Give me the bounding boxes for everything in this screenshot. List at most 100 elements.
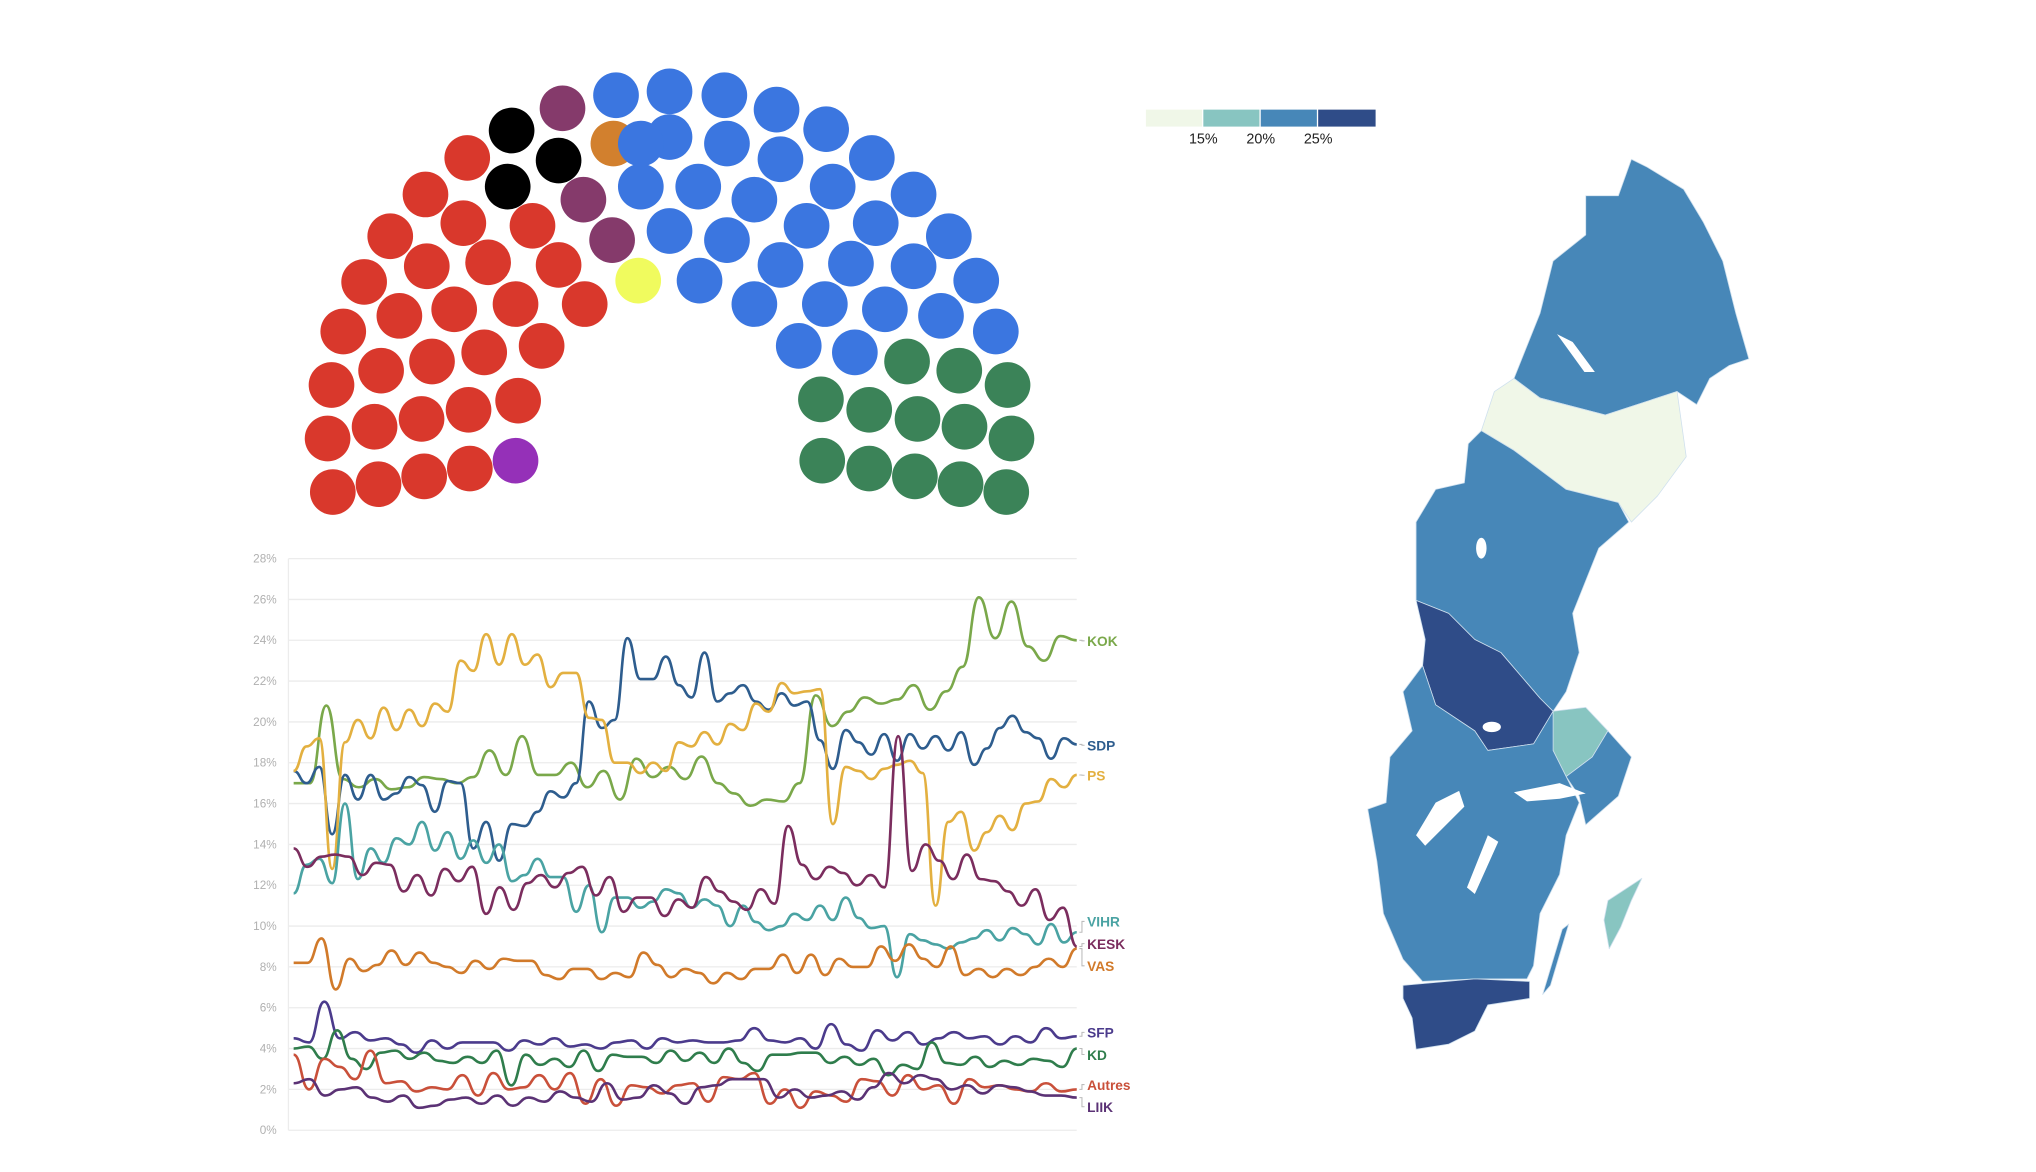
seat-red[interactable] bbox=[409, 338, 455, 385]
seat-blue[interactable] bbox=[731, 176, 778, 223]
seat-red[interactable] bbox=[447, 445, 493, 492]
seat-red[interactable] bbox=[358, 347, 404, 394]
series-line-vihr[interactable] bbox=[293, 802, 1077, 979]
seat-blue[interactable] bbox=[775, 323, 822, 369]
seat-blue[interactable] bbox=[848, 135, 895, 181]
map-region-norrbotten[interactable] bbox=[1513, 158, 1750, 416]
series-line-sfp[interactable] bbox=[293, 1000, 1077, 1055]
seat-blue[interactable] bbox=[925, 213, 972, 260]
seat-green[interactable] bbox=[937, 461, 984, 508]
seat-red[interactable] bbox=[401, 453, 448, 500]
seat-red[interactable] bbox=[304, 415, 351, 462]
seat-blue[interactable] bbox=[704, 120, 750, 167]
seat-blue[interactable] bbox=[753, 86, 800, 133]
seat-blue[interactable] bbox=[890, 243, 937, 290]
seat-blue[interactable] bbox=[593, 72, 639, 119]
seat-blue[interactable] bbox=[757, 136, 804, 183]
seat-green[interactable] bbox=[988, 415, 1035, 462]
seat-violet[interactable] bbox=[492, 437, 539, 484]
seat-green[interactable] bbox=[846, 386, 893, 433]
seat-black[interactable] bbox=[484, 163, 531, 210]
seat-green[interactable] bbox=[941, 403, 988, 450]
seat-red[interactable] bbox=[465, 239, 511, 286]
seat-blue[interactable] bbox=[802, 281, 848, 327]
seat-blue[interactable] bbox=[704, 217, 750, 263]
seat-blue[interactable] bbox=[646, 208, 693, 254]
seat-red[interactable] bbox=[518, 323, 565, 369]
seat-red[interactable] bbox=[509, 202, 556, 249]
seat-blue[interactable] bbox=[617, 120, 664, 167]
seat-red[interactable] bbox=[367, 213, 414, 260]
seat-red[interactable] bbox=[398, 396, 445, 442]
series-line-ps[interactable] bbox=[293, 632, 1078, 907]
series-line-sdp[interactable] bbox=[293, 636, 1077, 863]
seat-red[interactable] bbox=[495, 377, 541, 424]
seat-black[interactable] bbox=[535, 137, 582, 184]
seat-blue[interactable] bbox=[675, 163, 722, 210]
seat-red[interactable] bbox=[431, 286, 478, 333]
seat-green[interactable] bbox=[984, 362, 1031, 408]
seat-red[interactable] bbox=[376, 293, 423, 339]
seat-blue[interactable] bbox=[832, 329, 878, 376]
seat-blue[interactable] bbox=[731, 281, 778, 327]
seat-green[interactable] bbox=[798, 376, 844, 423]
seat-red[interactable] bbox=[351, 403, 398, 450]
map-region-stockholm[interactable] bbox=[1565, 730, 1632, 826]
seat-green[interactable] bbox=[936, 347, 983, 394]
seat-green[interactable] bbox=[894, 396, 941, 442]
seat-blue[interactable] bbox=[617, 163, 664, 210]
seat-blue[interactable] bbox=[646, 68, 693, 115]
seat-blue[interactable] bbox=[676, 257, 723, 304]
series-line-kd[interactable] bbox=[293, 1028, 1078, 1087]
seat-blue[interactable] bbox=[803, 106, 849, 153]
seat-blue[interactable] bbox=[918, 293, 964, 339]
series-line-vas[interactable] bbox=[293, 937, 1078, 991]
seat-blue[interactable] bbox=[852, 200, 899, 247]
series-line-liik[interactable] bbox=[293, 1071, 1077, 1110]
seat-red[interactable] bbox=[535, 242, 582, 288]
seat-red[interactable] bbox=[445, 386, 492, 433]
poll-line-chart: 0% 2% 4% 6% 8% 10% 12% 14% 16% 18% 20% 22% 24% 26% 28%… bbox=[253, 553, 1131, 1138]
seat-red[interactable] bbox=[309, 469, 356, 515]
seat-blue[interactable] bbox=[701, 72, 748, 119]
map-lakes bbox=[1416, 334, 1595, 895]
legend-swatch-2 bbox=[1203, 109, 1260, 127]
seat-red[interactable] bbox=[561, 281, 608, 327]
seat-red[interactable] bbox=[355, 461, 402, 508]
lake-vattern bbox=[1466, 835, 1499, 895]
seat-green[interactable] bbox=[799, 437, 846, 484]
series-line-autres[interactable] bbox=[293, 1049, 1077, 1110]
seat-red[interactable] bbox=[461, 329, 508, 376]
seat-green[interactable] bbox=[892, 453, 938, 500]
seat-red[interactable] bbox=[403, 243, 450, 290]
map-region-gotland[interactable] bbox=[1603, 877, 1643, 950]
seat-blue[interactable] bbox=[828, 240, 874, 287]
seat-plum[interactable] bbox=[560, 176, 607, 223]
seat-green[interactable] bbox=[846, 445, 893, 492]
seat-red[interactable] bbox=[320, 308, 367, 355]
seat-green[interactable] bbox=[884, 338, 930, 385]
seat-red[interactable] bbox=[341, 259, 387, 305]
seat-blue[interactable] bbox=[953, 257, 1000, 304]
seat-blue[interactable] bbox=[783, 202, 830, 249]
series-line-kesk[interactable] bbox=[293, 734, 1078, 948]
seat-red[interactable] bbox=[402, 171, 449, 218]
seat-green[interactable] bbox=[983, 469, 1030, 515]
seat-red[interactable] bbox=[444, 135, 491, 181]
seat-plum[interactable] bbox=[539, 85, 586, 132]
seat-red[interactable] bbox=[492, 281, 539, 327]
seat-blue[interactable] bbox=[890, 171, 937, 218]
seat-blue[interactable] bbox=[809, 163, 856, 210]
seat-red[interactable] bbox=[308, 362, 355, 408]
seat-blue[interactable] bbox=[757, 242, 804, 288]
seat-black[interactable] bbox=[488, 107, 535, 154]
seat-blue[interactable] bbox=[862, 286, 908, 333]
map-region-gotaland-svealand[interactable] bbox=[1367, 665, 1580, 982]
series-line-kok[interactable] bbox=[293, 596, 1077, 807]
seat-yellow[interactable] bbox=[615, 257, 662, 304]
map-region-skane-blekinge[interactable] bbox=[1402, 978, 1530, 1050]
seat-blue[interactable] bbox=[972, 308, 1019, 355]
seat-red[interactable] bbox=[440, 200, 487, 247]
map-region-oland[interactable] bbox=[1542, 923, 1570, 995]
seat-plum[interactable] bbox=[589, 217, 635, 263]
